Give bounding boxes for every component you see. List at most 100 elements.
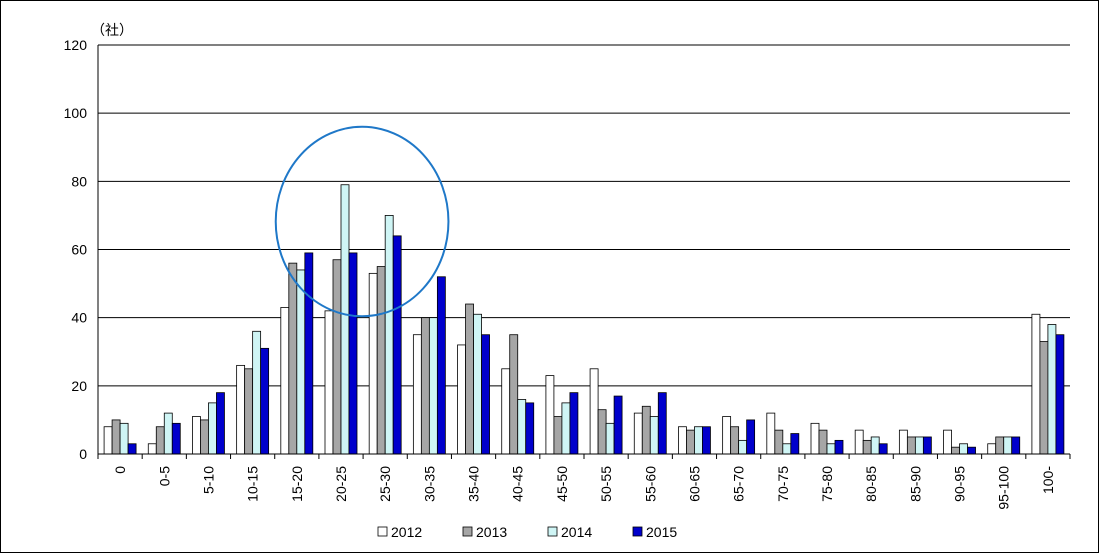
x-axis-ticks: 0 0-5 5-10 10-15 15-20 20-25 25-30 30-35 35-40 40… [97, 454, 1071, 510]
bar-2013-40-45 [509, 334, 519, 455]
y-tick-label: 20 [71, 378, 87, 394]
x-tick-label: 35-40 [466, 466, 482, 502]
bar-2014-80-85 [870, 436, 880, 455]
bar-2012-85-90 [898, 429, 908, 455]
bar-2015-50-55 [613, 395, 623, 455]
bar-2013-85-90 [906, 436, 916, 455]
bar-2015-35-40 [481, 334, 490, 455]
bar-2012-80-85 [854, 429, 864, 455]
bar-2015-85-90 [922, 436, 932, 455]
bar-2015-60-65 [702, 426, 711, 455]
bar-2013-0 [111, 419, 121, 455]
bar-2014-25-30 [384, 215, 394, 455]
x-tick-label: 60-65 [686, 466, 702, 502]
y-tick-label: 120 [64, 37, 88, 53]
bar-2014-40-45 [517, 399, 527, 455]
x-tick-label: 100- [1040, 466, 1056, 494]
x-tick-label: 15-20 [289, 466, 305, 502]
x-tick-label: 0-5 [156, 466, 172, 486]
bar-2015-75-80 [834, 439, 844, 455]
bar-2014-100- [1047, 324, 1057, 455]
bar-2012-100- [1031, 313, 1041, 455]
y-tick-label: 100 [64, 105, 88, 121]
bar-2012-20-25 [324, 310, 334, 455]
bar-2013-90-95 [951, 446, 960, 455]
x-tick-label: 20-25 [333, 466, 349, 502]
bar-2013-35-40 [465, 303, 474, 455]
bar-2013-65-70 [730, 426, 740, 455]
bar-2015-90-95 [967, 446, 976, 455]
bar-2014-75-80 [826, 443, 836, 455]
bar-2012-70-75 [766, 412, 776, 455]
legend: 2012 2013 2014 2015 [377, 524, 677, 540]
legend-swatch-2015 [632, 526, 643, 537]
legend-swatch-2013 [462, 526, 473, 537]
bar-2014-30-35 [428, 317, 438, 455]
bar-2014-65-70 [738, 439, 748, 455]
bar-2013-55-60 [641, 405, 651, 455]
bar-2012-15-20 [280, 307, 290, 455]
legend-swatch-2012 [377, 526, 388, 537]
bar-2015-25-30 [392, 235, 402, 455]
highlight-ellipse [274, 125, 450, 318]
bar-2014-55-60 [649, 416, 659, 455]
bar-2015-95-100 [1011, 436, 1021, 455]
bar-2015-20-25 [348, 252, 358, 455]
bar-2014-15-20 [296, 269, 306, 455]
bar-2014-5-10 [208, 402, 217, 455]
bar-2015-70-75 [790, 433, 800, 455]
bar-2014-10-15 [252, 330, 262, 455]
bar-2012-55-60 [633, 412, 643, 455]
bar-2014-50-55 [605, 422, 615, 455]
bar-2013-75-80 [818, 429, 828, 455]
x-tick-label: 40-45 [510, 466, 526, 502]
bar-2012-25-30 [368, 272, 378, 455]
x-tick-label: 50-55 [598, 466, 614, 502]
bar-2015-15-20 [304, 252, 314, 455]
bar-2013-70-75 [774, 429, 784, 455]
x-tick-label: 30-35 [421, 466, 437, 502]
y-axis-unit-label: （社） [91, 23, 133, 39]
x-tick-label: 55-60 [642, 466, 658, 502]
bar-2014-0-5 [163, 412, 173, 455]
x-tick-label: 75-80 [819, 466, 835, 502]
bar-2012-0 [103, 426, 113, 455]
bar-2014-45-50 [561, 402, 571, 455]
gridlines [98, 44, 1070, 387]
x-tick-label: 80-85 [863, 466, 879, 502]
y-tick-label: 80 [71, 173, 87, 189]
bar-2012-95-100 [987, 443, 997, 455]
bar-2012-65-70 [722, 416, 732, 455]
bar-2014-70-75 [782, 443, 792, 455]
x-tick-label: 85-90 [907, 466, 923, 502]
x-tick-label: 95-100 [996, 466, 1012, 510]
bar-2013-60-65 [686, 429, 695, 455]
bar-2015-55-60 [657, 392, 667, 455]
bar-2013-30-35 [420, 317, 430, 455]
bar-2014-20-25 [340, 184, 350, 455]
legend-label-2015: 2015 [646, 524, 677, 540]
bar-2013-50-55 [597, 409, 607, 455]
bar-2012-30-35 [412, 334, 422, 455]
y-tick-label: 60 [71, 242, 87, 258]
bar-2012-75-80 [810, 422, 820, 455]
bar-2014-95-100 [1003, 436, 1013, 455]
x-tick-label: 70-75 [775, 466, 791, 502]
bar-2012-10-15 [236, 364, 246, 455]
bar-2015-10-15 [260, 347, 270, 455]
bar-2015-0 [127, 443, 137, 455]
bar-2014-90-95 [959, 443, 968, 455]
bar-2015-100- [1055, 334, 1065, 455]
bar-2014-85-90 [914, 436, 924, 455]
bar-2015-30-35 [436, 276, 446, 455]
x-tick-label: 90-95 [952, 466, 968, 502]
bars [103, 184, 1065, 455]
bar-2012-50-55 [589, 368, 599, 455]
x-tick-label: 0 [112, 466, 128, 474]
bar-2013-5-10 [200, 419, 209, 455]
bar-2012-35-40 [457, 344, 466, 455]
y-tick-label: 0 [79, 446, 87, 462]
bar-2014-0 [119, 422, 129, 455]
